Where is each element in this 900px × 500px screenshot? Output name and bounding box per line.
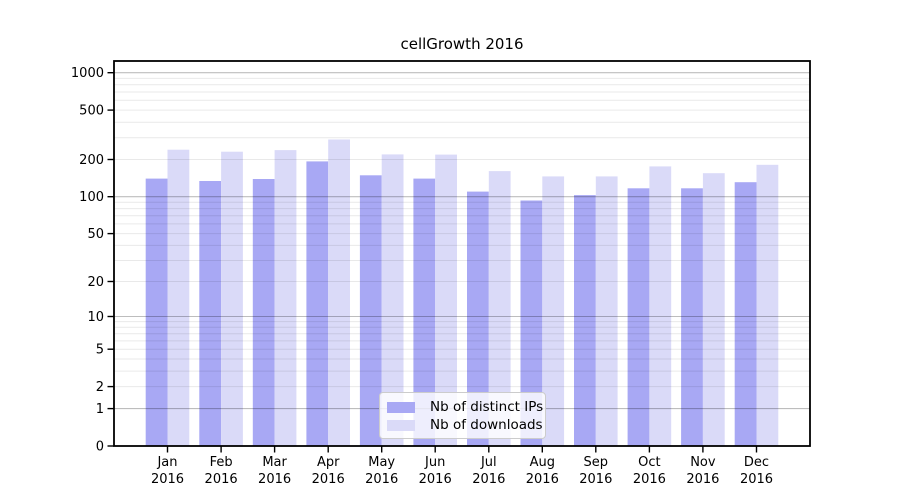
x-tick-label-year: 2016	[686, 472, 719, 487]
y-tick-label: 20	[87, 275, 104, 290]
x-tick-label-month: Jul	[480, 455, 497, 470]
y-tick-label: 200	[79, 153, 104, 168]
x-tick-label-year: 2016	[472, 472, 505, 487]
y-tick-label: 1000	[71, 66, 104, 81]
y-tick-label: 500	[79, 104, 104, 119]
bar-downloads	[542, 176, 565, 446]
x-tick-label-month: Dec	[744, 455, 769, 470]
bar-distinct-ips	[681, 188, 703, 447]
x-tick-label-month: Aug	[530, 455, 555, 470]
bar-distinct-ips	[734, 182, 757, 446]
x-tick-label-year: 2016	[740, 472, 773, 487]
bar-distinct-ips	[306, 161, 329, 446]
x-tick-label-year: 2016	[151, 472, 184, 487]
legend-swatch-downloads	[387, 419, 415, 431]
legend-swatch-distinct-ips	[387, 401, 415, 413]
bar-downloads	[435, 154, 457, 446]
bar-distinct-ips	[574, 195, 596, 446]
x-tick-label-year: 2016	[579, 472, 612, 487]
x-tick-label-month: Oct	[638, 455, 660, 470]
bar-downloads	[595, 176, 618, 446]
y-tick-label: 5	[96, 343, 104, 358]
x-tick-label-month: May	[368, 455, 395, 470]
y-tick-label: 2	[96, 380, 104, 395]
x-tick-label-year: 2016	[633, 472, 666, 487]
y-tick-label: 0	[96, 440, 104, 455]
x-tick-label-month: Nov	[690, 455, 716, 470]
x-tick-label-year: 2016	[419, 472, 452, 487]
y-tick-label: 100	[79, 190, 104, 205]
bar-downloads	[221, 151, 243, 446]
x-tick-label-month: Feb	[210, 455, 233, 470]
bar-distinct-ips	[199, 181, 222, 446]
x-tick-label-month: Sep	[584, 455, 609, 470]
x-tick-label-month: Jun	[424, 455, 445, 470]
legend: Nb of distinct IPs Nb of downloads	[379, 392, 546, 439]
bar-distinct-ips	[145, 178, 168, 446]
x-tick-label-year: 2016	[526, 472, 559, 487]
chart-title: cellGrowth 2016	[400, 35, 524, 53]
bar-distinct-ips	[627, 188, 650, 447]
bar-downloads	[167, 149, 190, 446]
x-tick-label-month: Jan	[156, 455, 177, 470]
x-tick-label-year: 2016	[312, 472, 345, 487]
bar-downloads	[328, 139, 350, 446]
bar-downloads	[649, 166, 672, 446]
legend-label-distinct-ips: Nb of distinct IPs	[430, 399, 544, 415]
bar-distinct-ips	[520, 200, 543, 446]
bar-downloads	[274, 150, 297, 446]
legend-item-distinct-ips: Nb of distinct IPs	[387, 399, 543, 416]
legend-item-downloads: Nb of downloads	[387, 417, 543, 434]
bar-downloads	[756, 164, 779, 447]
bar-distinct-ips	[252, 179, 275, 446]
x-tick-label-year: 2016	[258, 472, 291, 487]
legend-label-downloads: Nb of downloads	[430, 417, 543, 433]
x-tick-label-month: Mar	[262, 455, 287, 470]
y-tick-label: 1	[96, 402, 104, 417]
axes-spines	[113, 60, 811, 447]
bar-distinct-ips	[413, 178, 436, 446]
y-tick-label: 50	[87, 227, 104, 242]
bar-downloads	[381, 154, 404, 446]
bar-downloads	[702, 173, 725, 446]
x-tick-label-year: 2016	[205, 472, 238, 487]
x-tick-label-year: 2016	[365, 472, 398, 487]
bar-downloads	[488, 171, 511, 446]
bar-distinct-ips	[359, 175, 382, 447]
y-tick-label: 10	[87, 310, 104, 325]
bar-distinct-ips	[467, 191, 489, 446]
x-tick-label-month: Apr	[317, 455, 340, 470]
